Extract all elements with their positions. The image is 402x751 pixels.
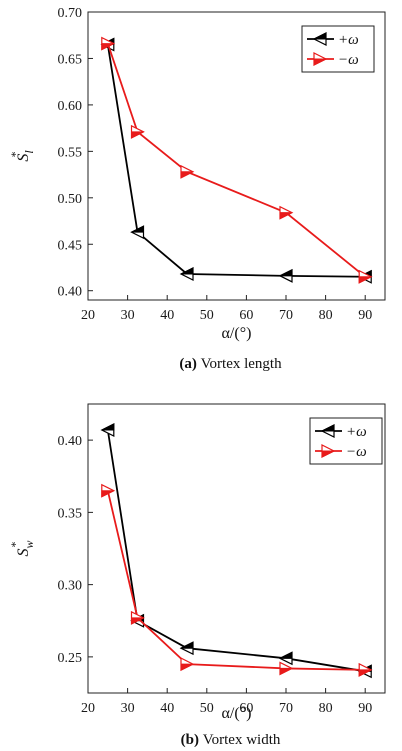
panel-caption: (b) Vortex width — [181, 732, 281, 748]
x-tick-label: 90 — [358, 701, 372, 716]
plot-frame — [87, 11, 386, 301]
y-tick-label: 0.40 — [58, 434, 83, 449]
x-tick-label: 70 — [279, 701, 293, 716]
legend-label: −ω — [346, 444, 367, 460]
y-tick-label: 0.40 — [58, 285, 83, 300]
data-point — [358, 269, 373, 284]
data-point — [321, 444, 336, 458]
x-tick-label: 30 — [121, 701, 135, 716]
y-tick-label: 0.50 — [58, 192, 83, 207]
x-tick-label: 60 — [239, 308, 253, 323]
y-tick-label: 0.45 — [58, 238, 83, 253]
x-tick-label: 90 — [358, 308, 372, 323]
y-tick-label: 0.25 — [58, 651, 83, 666]
data-point — [279, 661, 294, 676]
x-tick-label: 20 — [81, 308, 95, 323]
y-tick-label: 0.60 — [58, 99, 83, 114]
data-point — [180, 164, 195, 179]
plot-frame — [87, 403, 386, 694]
x-tick-label: 50 — [200, 308, 214, 323]
data-point — [179, 641, 194, 656]
data-point — [278, 651, 293, 666]
y-tick-label: 0.65 — [58, 52, 83, 67]
legend-item: −ω — [315, 444, 367, 460]
data-point — [313, 52, 328, 66]
x-tick-label: 30 — [121, 308, 135, 323]
data-point — [358, 662, 373, 677]
series-line — [106, 43, 366, 278]
y-tick-label: 0.55 — [58, 145, 83, 160]
series-line — [106, 44, 366, 278]
x-tick-label: 80 — [319, 308, 333, 323]
data-point — [130, 124, 145, 139]
data-point — [100, 423, 115, 437]
x-tick-label: 40 — [160, 308, 174, 323]
y-axis-label: Sl* — [8, 150, 36, 162]
series-minus-omega — [101, 36, 373, 284]
legend-item: +ω — [307, 32, 359, 48]
data-point — [180, 657, 195, 672]
x-tick-label: 60 — [239, 701, 253, 716]
y-tick-label: 0.30 — [58, 579, 83, 594]
legend-label: −ω — [338, 52, 359, 68]
legend-item: +ω — [315, 424, 367, 440]
x-tick-label: 40 — [160, 701, 174, 716]
data-point — [130, 225, 145, 240]
data-point — [278, 268, 293, 283]
y-tick-label: 0.35 — [58, 506, 83, 521]
data-point — [101, 36, 116, 51]
legend-item: −ω — [307, 52, 359, 68]
data-point — [179, 267, 194, 281]
legend-label: +ω — [338, 32, 359, 48]
series-line — [106, 490, 366, 671]
x-tick-label: 70 — [279, 308, 293, 323]
panel-a-vortex-length: 20 30 40 50 60 70 80 90 0.40 0.45 0.50 0.55 0.60 0.65… — [8, 6, 386, 372]
x-tick-label: 20 — [81, 701, 95, 716]
panel-caption: (a) Vortex length — [179, 356, 282, 372]
data-point — [320, 424, 335, 438]
series-minus-omega — [101, 483, 373, 677]
y-axis-label: Sw* — [8, 540, 36, 556]
data-point — [279, 205, 294, 220]
x-tick-label: 80 — [319, 701, 333, 716]
legend: +ω −ω — [301, 25, 375, 73]
panel-b-vortex-width: 20 30 40 50 60 70 80 90 0.25 0.30 0.35 0.40 Sw* α/(°)… — [8, 403, 386, 748]
series-line — [106, 429, 366, 673]
series-plus-omega — [100, 37, 372, 284]
x-axis-label: α/(°) — [222, 705, 252, 722]
legend: +ω −ω — [309, 417, 383, 465]
y-tick-label: 0.70 — [58, 6, 83, 21]
data-point — [130, 610, 145, 625]
x-axis-label: α/(°) — [222, 325, 252, 342]
data-point — [101, 483, 116, 498]
data-point — [312, 32, 327, 46]
legend-label: +ω — [346, 424, 367, 440]
x-tick-label: 50 — [200, 701, 214, 716]
